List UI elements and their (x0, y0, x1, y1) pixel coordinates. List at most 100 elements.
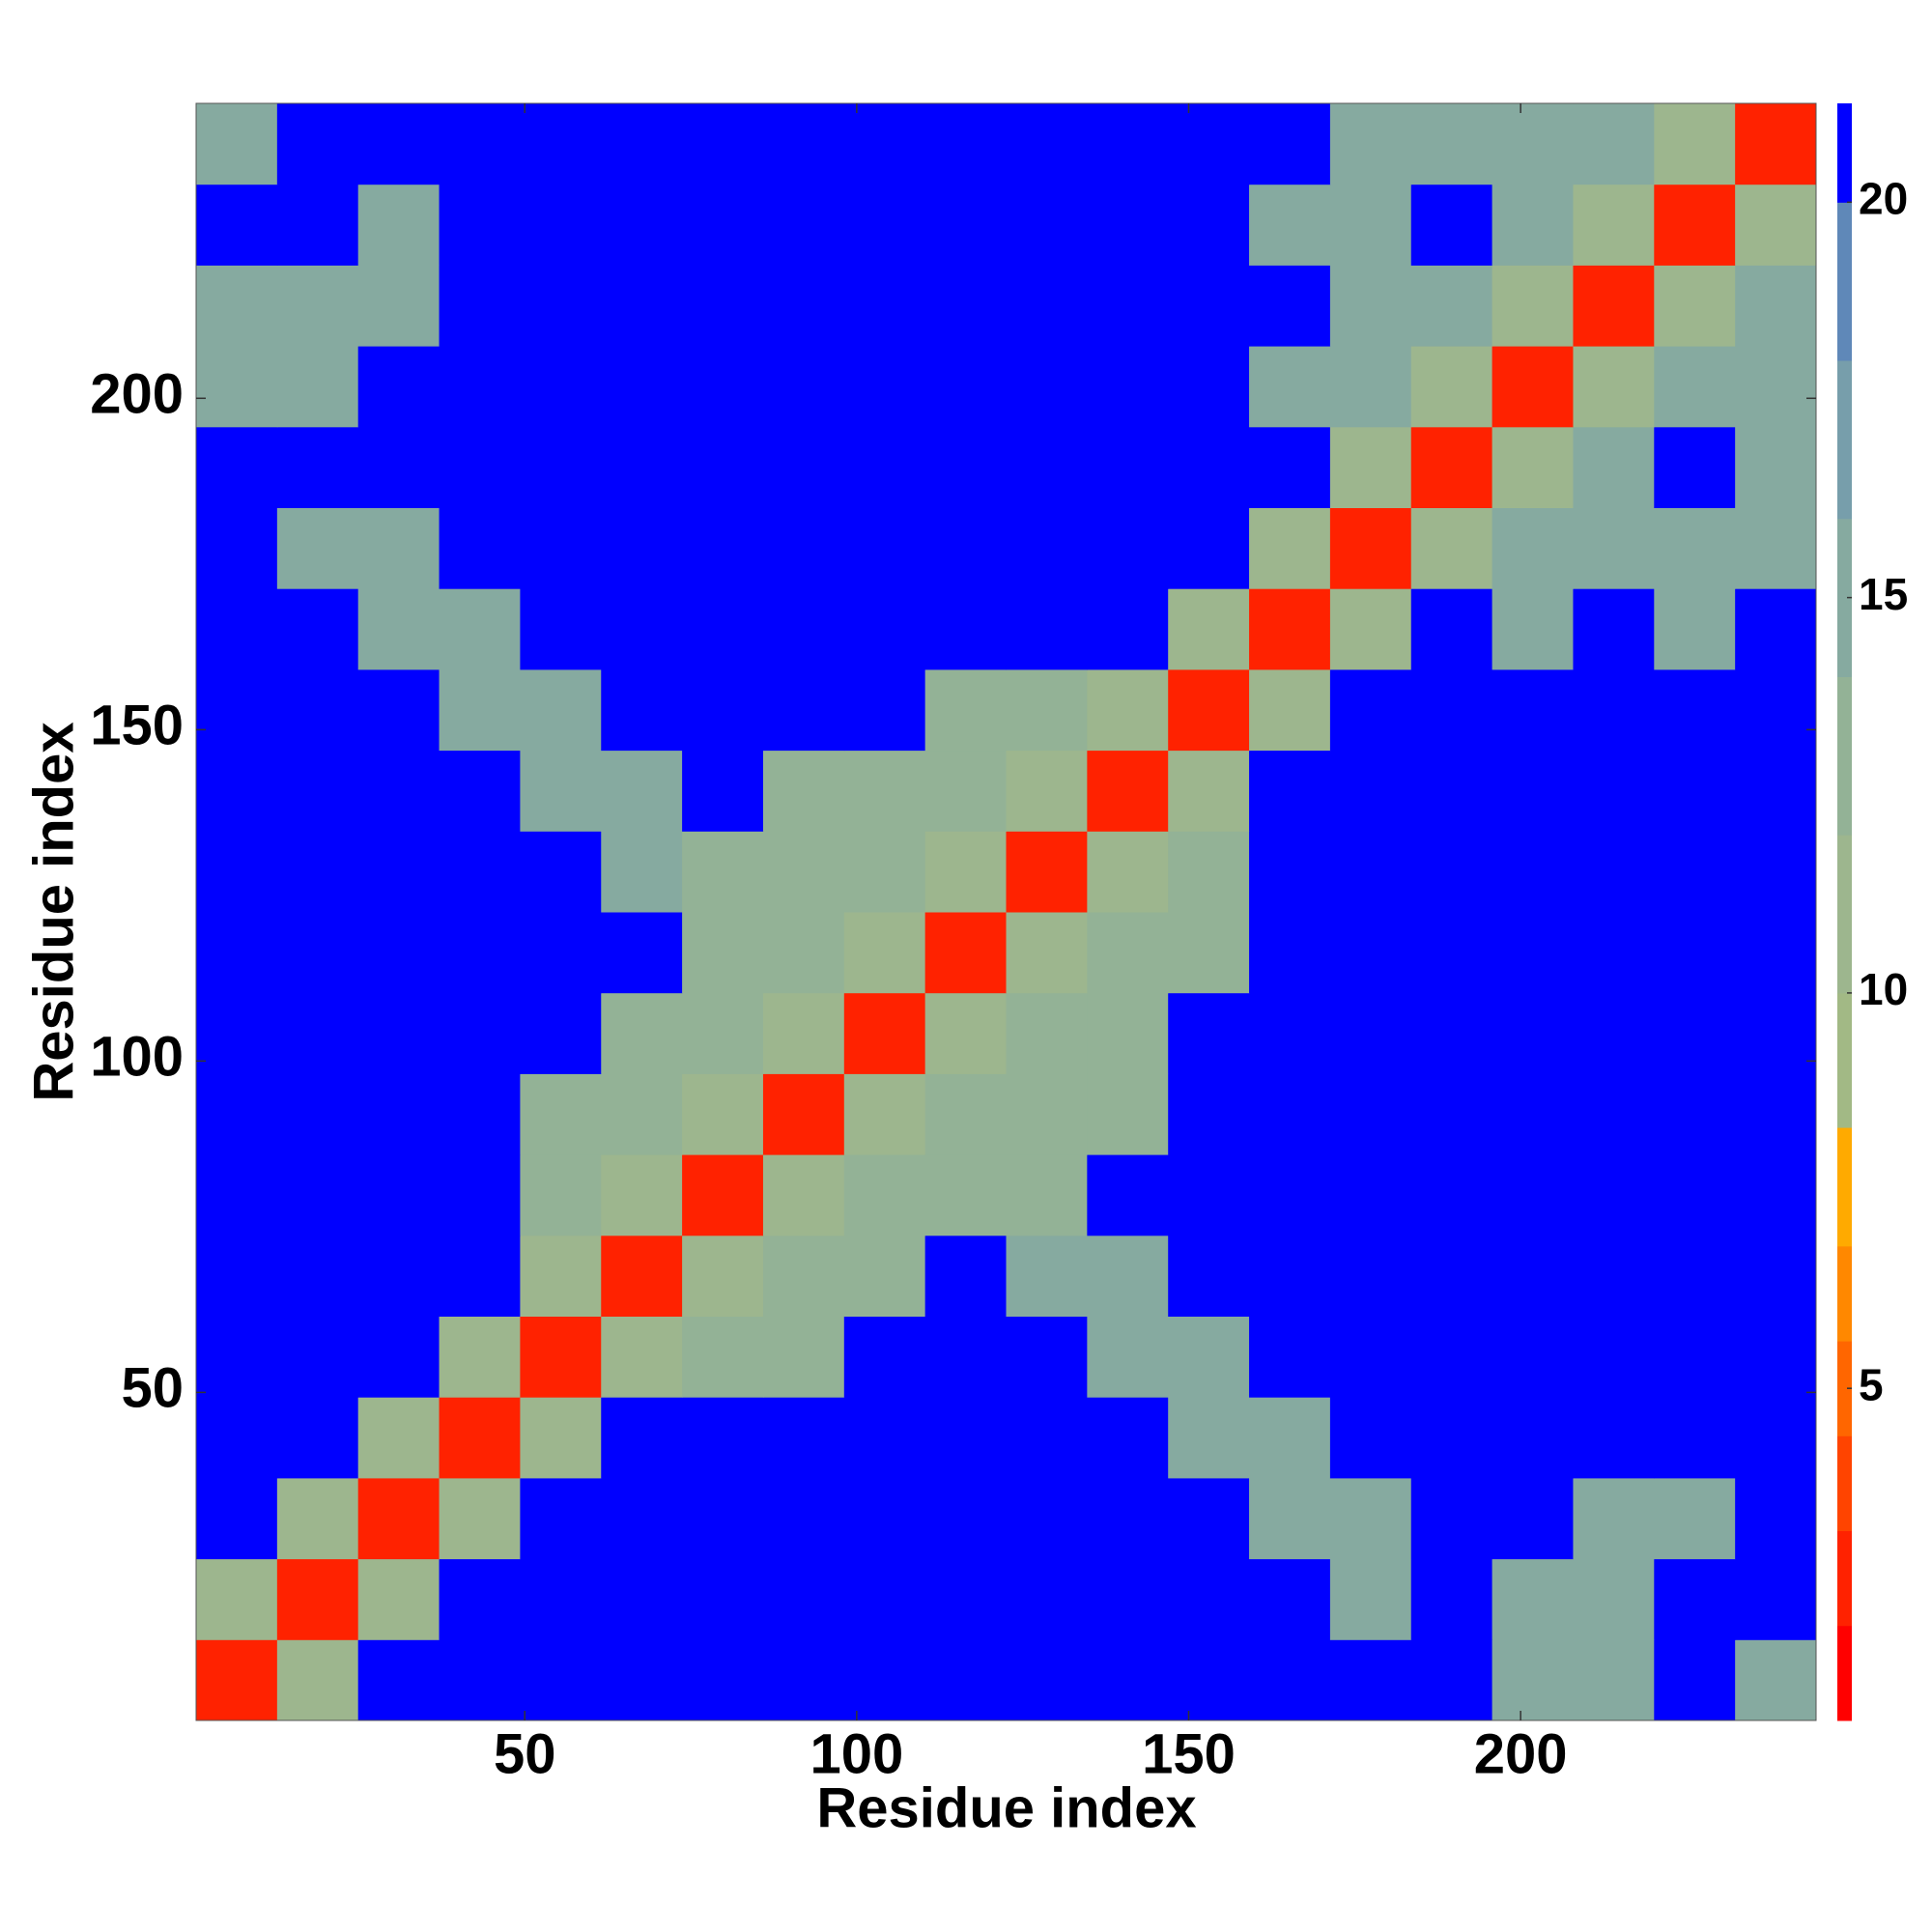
heatmap-cell (601, 831, 683, 913)
heatmap-cell (196, 184, 278, 266)
heatmap-cell (924, 1073, 1007, 1155)
heatmap-cell (196, 1558, 278, 1640)
heatmap-cell (601, 265, 683, 347)
x-tick-label: 50 (494, 1722, 556, 1785)
heatmap-cell (1410, 588, 1493, 670)
heatmap-cell (1573, 265, 1655, 347)
heatmap-cell (357, 507, 440, 589)
heatmap-cell (1087, 103, 1169, 185)
heatmap-cell (1168, 1073, 1250, 1155)
heatmap-cell (276, 912, 359, 994)
heatmap-cell (276, 184, 359, 266)
heatmap-cell (1006, 1154, 1088, 1236)
heatmap-cell (1573, 1397, 1655, 1479)
heatmap-cell (1410, 184, 1493, 266)
heatmap-cell (357, 1397, 440, 1479)
heatmap-cell (1168, 1154, 1250, 1236)
heatmap-cell (357, 1073, 440, 1155)
colorbar-segment (1837, 1530, 1852, 1627)
heatmap-cell (1006, 507, 1088, 589)
heatmap-cell (439, 184, 521, 266)
y-tick-label: 200 (90, 363, 184, 426)
heatmap-cell (1654, 831, 1736, 913)
heatmap-cell (1249, 426, 1331, 508)
heatmap-cell (196, 668, 278, 752)
heatmap-cell (1654, 1154, 1736, 1236)
heatmap-cell (1735, 1397, 1817, 1479)
heatmap-cell (1410, 1639, 1493, 1721)
heatmap-cell (1087, 1073, 1169, 1155)
heatmap-cell (1492, 184, 1574, 266)
heatmap-cell (682, 831, 764, 913)
heatmap-cell (1087, 1235, 1169, 1317)
heatmap-cell (520, 1154, 602, 1236)
heatmap-cell (1087, 750, 1169, 832)
heatmap-cell (762, 507, 845, 589)
heatmap-cell (762, 1073, 845, 1155)
heatmap-cell (1249, 265, 1331, 347)
colorbar-segment (1837, 676, 1852, 836)
heatmap-cell (520, 992, 602, 1074)
heatmap-cell (1087, 912, 1169, 994)
heatmap-cell (601, 912, 683, 994)
heatmap-cell (1492, 1316, 1574, 1398)
heatmap-cell (682, 588, 764, 670)
heatmap-cell (924, 912, 1007, 994)
y-tick-label: 150 (90, 695, 184, 757)
heatmap-cell (1735, 1639, 1817, 1721)
heatmap-cell (601, 750, 683, 832)
heatmap-cell (1410, 1558, 1493, 1640)
heatmap-cell (1006, 1073, 1088, 1155)
heatmap-cell (1168, 831, 1250, 913)
heatmap-cell (1249, 1073, 1331, 1155)
heatmap-cell (682, 1235, 764, 1317)
heatmap-cell (1249, 912, 1331, 994)
heatmap-cell (196, 831, 278, 913)
heatmap-cell (357, 103, 440, 185)
heatmap-cell (682, 1639, 764, 1721)
heatmap-cell (1006, 265, 1088, 347)
heatmap-cell (1006, 103, 1088, 185)
heatmap-cell (439, 1477, 521, 1560)
heatmap-cell (1654, 750, 1736, 832)
heatmap-cell (1249, 1558, 1331, 1640)
heatmap-cell (1006, 346, 1088, 428)
heatmap-cell (439, 1235, 521, 1317)
heatmap-cell (196, 265, 278, 347)
heatmap-cell (682, 265, 764, 347)
heatmap-cell (843, 1316, 926, 1398)
heatmap-cell (1654, 346, 1736, 428)
heatmap-cell (843, 831, 926, 913)
heatmap-cell (276, 1316, 359, 1398)
heatmap-cell (924, 1639, 1007, 1721)
heatmap-cell (1654, 668, 1736, 752)
heatmap-cell (1492, 588, 1574, 670)
heatmap-cell (1735, 1235, 1817, 1317)
heatmap-cell (1735, 912, 1817, 994)
heatmap-cell (1410, 668, 1493, 752)
heatmap-cell (1735, 1073, 1817, 1155)
heatmap-cell (843, 1558, 926, 1640)
heatmap-cell (1573, 1235, 1655, 1317)
heatmap-cell (1492, 1397, 1574, 1479)
heatmap-cell (1249, 184, 1331, 266)
heatmap-cell (924, 1154, 1007, 1236)
heatmap-cell (762, 1316, 845, 1398)
heatmap-cell (357, 346, 440, 428)
heatmap-cell (1168, 184, 1250, 266)
heatmap-cell (924, 668, 1007, 752)
heatmap-cell (924, 750, 1007, 832)
heatmap-cell (762, 1639, 845, 1721)
heatmap-cell (1087, 1316, 1169, 1398)
heatmap-cell (601, 992, 683, 1074)
x-tick-label: 150 (1142, 1722, 1236, 1785)
heatmap-cell (1329, 265, 1412, 347)
heatmap-cell (924, 588, 1007, 670)
colorbar-tick-label: 5 (1859, 1359, 1884, 1409)
heatmap-cell (924, 426, 1007, 508)
heatmap-cell (1654, 912, 1736, 994)
heatmap-cell (357, 1558, 440, 1640)
heatmap-cell (1573, 103, 1655, 185)
heatmap-cell (1735, 346, 1817, 428)
heatmap-cell (276, 750, 359, 832)
